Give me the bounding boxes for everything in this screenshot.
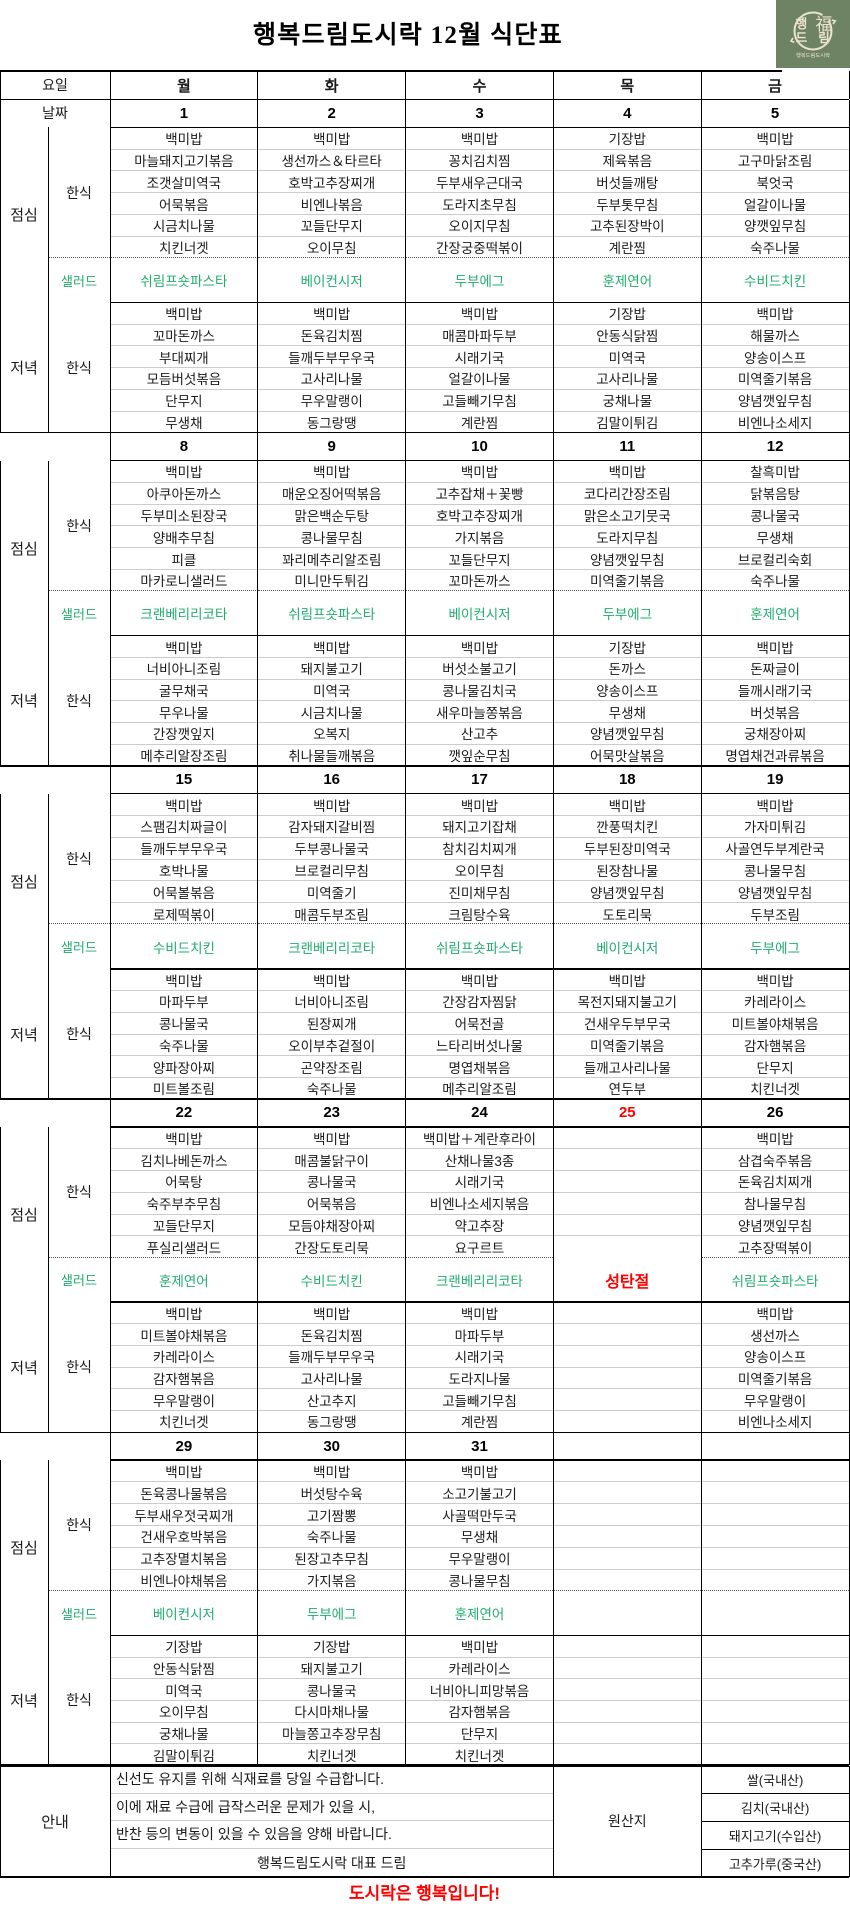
svg-text:행복드림도시락: 행복드림도시락 — [796, 51, 830, 59]
svg-text:드: 드 — [796, 31, 808, 45]
svg-text:림: 림 — [818, 31, 830, 45]
svg-text:행: 행 — [796, 16, 808, 31]
